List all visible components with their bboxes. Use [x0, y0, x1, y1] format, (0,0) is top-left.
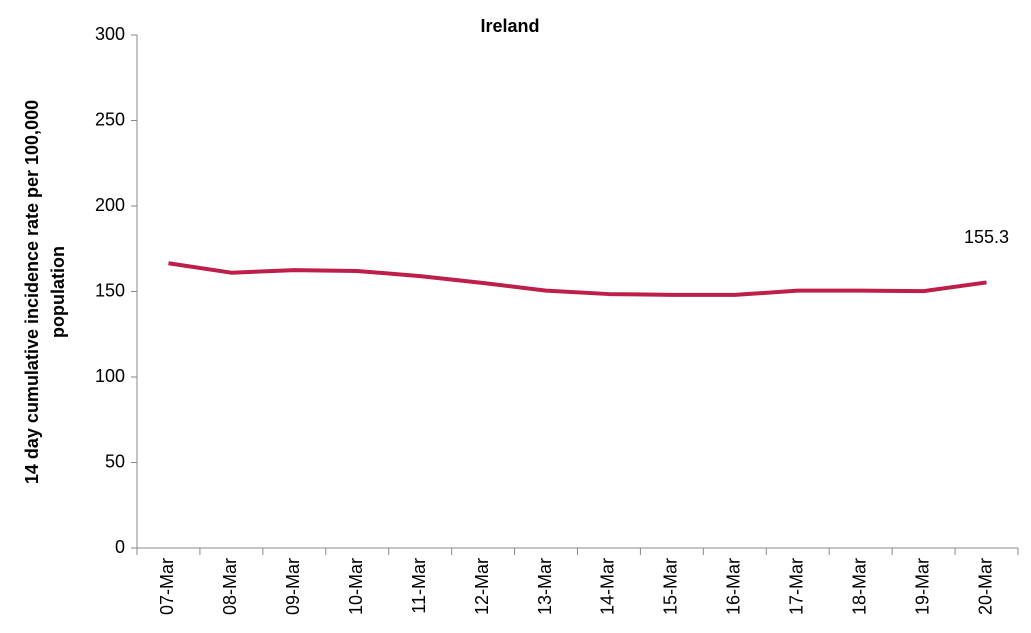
chart-title: Ireland	[480, 16, 539, 36]
y-axis-label: population	[48, 246, 68, 338]
x-tick-label: 15-Mar	[661, 558, 681, 615]
x-tick-label: 17-Mar	[787, 558, 807, 615]
x-tick-label: 10-Mar	[346, 558, 366, 615]
y-tick-label: 50	[105, 451, 125, 471]
y-tick-label: 300	[95, 24, 125, 44]
x-tick-label: 11-Mar	[409, 558, 429, 614]
x-tick-label: 14-Mar	[598, 558, 618, 615]
x-tick-label: 12-Mar	[472, 558, 492, 615]
x-tick-label: 16-Mar	[724, 558, 744, 615]
line-series	[168, 261, 987, 297]
y-tick-label: 200	[95, 195, 125, 215]
x-tick-label: 13-Mar	[535, 558, 555, 615]
y-axis-label: 14 day cumulative incidence rate per 100…	[22, 100, 42, 484]
x-tick-label: 07-Mar	[157, 558, 177, 615]
x-tick-label: 20-Mar	[975, 558, 995, 615]
y-tick-label: 100	[95, 366, 125, 386]
y-tick-label: 250	[95, 109, 125, 129]
x-tick-label: 18-Mar	[849, 558, 869, 615]
y-tick-label: 0	[115, 537, 125, 557]
x-tick-label: 19-Mar	[912, 558, 932, 615]
y-tick-label: 150	[95, 280, 125, 300]
data-label: 155.3	[964, 227, 1009, 247]
x-tick-label: 09-Mar	[283, 558, 303, 615]
x-tick-label: 08-Mar	[220, 558, 240, 615]
